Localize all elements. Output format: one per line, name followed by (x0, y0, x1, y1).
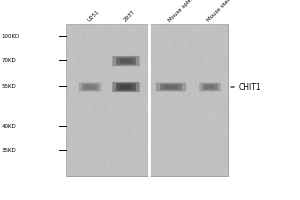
FancyBboxPatch shape (199, 83, 221, 91)
Text: U251: U251 (86, 9, 100, 23)
FancyBboxPatch shape (156, 83, 186, 91)
Bar (66, 24, 228, 176)
FancyBboxPatch shape (164, 85, 178, 89)
Text: Mouse spleen: Mouse spleen (167, 0, 198, 23)
FancyBboxPatch shape (160, 84, 182, 90)
FancyBboxPatch shape (202, 84, 218, 90)
Text: 293T: 293T (122, 10, 136, 23)
FancyBboxPatch shape (112, 56, 140, 66)
FancyBboxPatch shape (85, 85, 95, 89)
Text: 55KD: 55KD (2, 84, 16, 88)
FancyBboxPatch shape (120, 85, 132, 89)
FancyBboxPatch shape (205, 85, 215, 89)
Text: 100KD: 100KD (2, 33, 20, 38)
FancyBboxPatch shape (82, 84, 98, 90)
Text: Mouse skeletal muscles: Mouse skeletal muscles (206, 0, 256, 23)
FancyBboxPatch shape (112, 82, 140, 92)
Text: 70KD: 70KD (2, 58, 16, 62)
FancyBboxPatch shape (120, 59, 132, 63)
Text: CHIT1: CHIT1 (238, 83, 261, 92)
FancyBboxPatch shape (79, 82, 101, 92)
FancyBboxPatch shape (116, 57, 136, 65)
FancyBboxPatch shape (116, 83, 136, 91)
Text: 40KD: 40KD (2, 123, 16, 129)
Text: 35KD: 35KD (2, 148, 16, 152)
